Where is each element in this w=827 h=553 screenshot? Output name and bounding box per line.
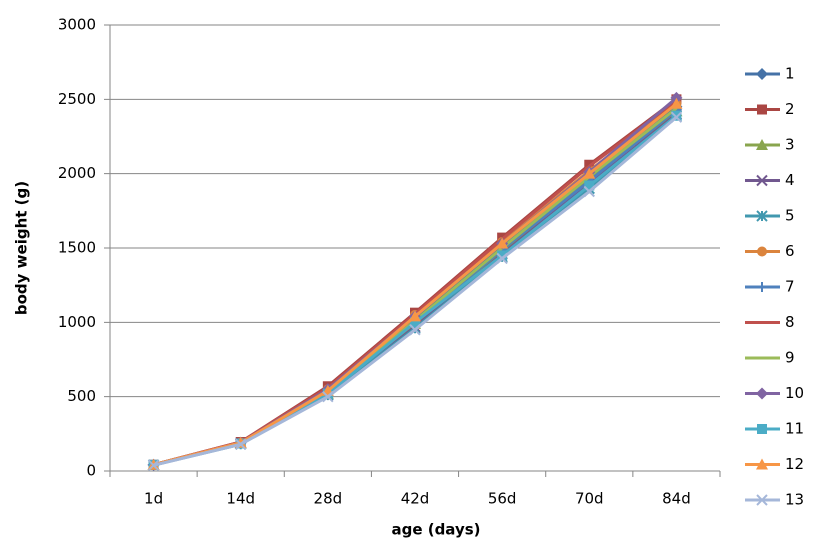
y-tick-label: 500 xyxy=(67,387,96,405)
marker xyxy=(322,390,334,403)
y-tick-label: 1000 xyxy=(58,313,96,331)
legend-label: 6 xyxy=(785,242,795,260)
legend-label: 1 xyxy=(785,65,795,83)
legend-entry: 5 xyxy=(745,207,795,225)
legend-label: 4 xyxy=(785,171,795,189)
marker xyxy=(409,324,421,336)
marker xyxy=(147,459,160,472)
legend-entry: 10 xyxy=(745,384,804,402)
legend-entry: 12 xyxy=(745,455,804,473)
marker xyxy=(409,310,421,322)
series-line xyxy=(153,107,678,467)
x-tick-label: 1d xyxy=(144,490,163,508)
marker xyxy=(756,458,768,470)
legend-entry: 1 xyxy=(745,65,795,83)
marker xyxy=(496,237,509,249)
marker xyxy=(757,424,767,434)
series-line xyxy=(153,99,678,467)
marker xyxy=(235,438,247,450)
legend-entry: 11 xyxy=(745,420,804,438)
series-line xyxy=(153,98,678,467)
marker xyxy=(584,180,595,191)
marker xyxy=(756,387,768,400)
marker xyxy=(671,110,682,121)
legend-entry: 13 xyxy=(745,491,804,509)
y-tick-label: 2500 xyxy=(58,90,96,108)
legend-label: 8 xyxy=(785,313,795,331)
x-axis-title: age (days) xyxy=(391,521,480,539)
marker xyxy=(497,250,508,261)
legend-entry: 7 xyxy=(745,278,795,296)
legend-entry: 6 xyxy=(745,242,795,260)
legend-label: 9 xyxy=(785,349,795,367)
y-axis-title: body weight (g) xyxy=(13,181,31,315)
legend-entry: 9 xyxy=(745,349,795,367)
legend-label: 13 xyxy=(785,491,804,509)
x-tick-label: 84d xyxy=(662,490,691,508)
legend-entry: 8 xyxy=(745,313,795,331)
y-tick-label: 0 xyxy=(86,462,96,480)
marker xyxy=(410,317,420,328)
y-tick-label: 3000 xyxy=(58,16,96,34)
y-tick-label: 1500 xyxy=(58,239,96,257)
x-tick-label: 42d xyxy=(401,490,430,508)
legend-label: 10 xyxy=(785,384,804,402)
marker xyxy=(756,174,768,187)
legend-entry: 2 xyxy=(745,100,795,118)
legend-label: 2 xyxy=(785,100,795,118)
legend-label: 5 xyxy=(785,207,795,225)
legend-entry: 4 xyxy=(745,171,795,189)
x-tick-label: 28d xyxy=(314,490,343,508)
x-tick-label: 70d xyxy=(575,490,604,508)
marker xyxy=(496,252,508,265)
legend-entry: 3 xyxy=(745,136,795,154)
legend-label: 7 xyxy=(785,278,795,296)
y-tick-label: 2000 xyxy=(58,164,96,182)
legend-label: 12 xyxy=(785,455,804,473)
marker xyxy=(756,139,768,150)
marker xyxy=(756,68,768,80)
marker xyxy=(756,210,768,222)
series-line xyxy=(153,96,678,467)
marker xyxy=(757,282,767,292)
legend-label: 3 xyxy=(785,136,795,154)
marker xyxy=(583,167,596,179)
marker xyxy=(756,494,768,506)
x-tick-label: 14d xyxy=(226,490,255,508)
marker xyxy=(757,104,767,115)
legend-label: 11 xyxy=(785,420,804,438)
marker xyxy=(583,185,595,198)
marker xyxy=(670,111,683,123)
marker xyxy=(757,246,767,257)
marker xyxy=(670,97,683,109)
x-tick-label: 56d xyxy=(488,490,517,508)
